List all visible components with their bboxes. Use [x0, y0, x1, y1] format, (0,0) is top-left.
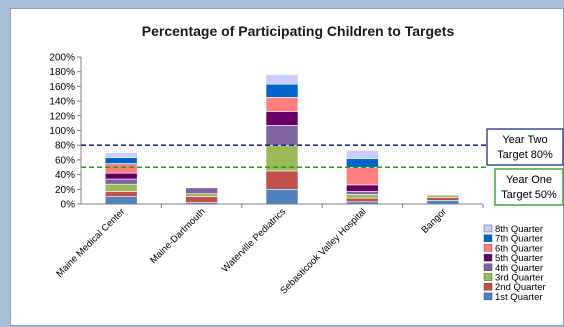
bar-segment [104, 183, 138, 192]
y-tick-label: 40% [55, 170, 75, 181]
bar-segment [265, 189, 299, 205]
bar-segment [104, 196, 138, 205]
legend-label: 3rd Quarter [495, 273, 544, 284]
bar-segment [346, 194, 379, 199]
bars [104, 74, 460, 205]
bar-segment [426, 200, 460, 205]
bar-segment [104, 191, 138, 197]
x-axis: Maine Medical Center Maine-Dartmouth Water… [54, 203, 484, 297]
y-tick-label: 0% [61, 200, 76, 211]
bar-segment [185, 193, 218, 197]
legend-label: 7th Quarter [495, 234, 543, 245]
bar-segment [426, 197, 460, 201]
legend-label: 8th Quarter [495, 224, 543, 235]
y-tick-label: 80% [55, 141, 75, 152]
target-label-box [486, 128, 564, 166]
bar-segment [346, 150, 379, 159]
target-label-text: Target 80% [497, 149, 553, 161]
target-label-text: Target 50% [501, 189, 557, 201]
bar-segment [346, 197, 379, 203]
legend-swatch [483, 234, 493, 242]
y-tick-label: 160% [49, 82, 75, 93]
bar-segment [185, 187, 218, 195]
x-tick-label: Bangor [419, 206, 448, 235]
legend-swatch [483, 244, 493, 252]
bar-segment [104, 152, 138, 158]
bar-segment [185, 196, 218, 203]
bar-segment [346, 191, 379, 195]
legend-label: 1st Quarter [495, 292, 543, 303]
bar-segment [426, 194, 460, 198]
y-tick-label: 20% [55, 185, 75, 196]
legend-swatch [483, 292, 493, 301]
legend-swatch [483, 283, 493, 291]
y-tick-label: 60% [55, 155, 75, 166]
bar-segment [346, 166, 379, 186]
legend-swatch [483, 224, 493, 233]
bar-segment [104, 178, 138, 185]
x-tick-label: Waterville Pediatrics [220, 206, 289, 275]
legend-label: 6th Quarter [495, 243, 543, 254]
y-axis: 0% 20% 40% 60% 80% 100% 120% 140% 160% 180% 200% [49, 53, 82, 211]
bar-segment [104, 163, 138, 174]
bar-segment [104, 157, 138, 164]
x-tick-label: Sebasticook Valley Hospital [278, 206, 368, 296]
target-label-text: Year Two [502, 134, 547, 146]
bar-segment [104, 172, 138, 180]
legend-swatch [483, 253, 493, 262]
chart-frame: Percentage of Participating Children to … [10, 8, 564, 326]
bar-segment [265, 125, 299, 146]
legend-swatch [483, 263, 493, 272]
stacked-bar-chart: Percentage of Participating Children to … [49, 23, 564, 303]
legend-swatch [483, 273, 493, 281]
bar-segment [265, 74, 299, 85]
y-tick-label: 140% [49, 97, 75, 108]
legend-label: 5th Quarter [495, 253, 543, 264]
x-tick-label: Maine Medical Center [54, 206, 127, 279]
bar-segment [265, 111, 299, 126]
y-tick-label: 120% [49, 111, 75, 122]
target-label-text: Year One [506, 174, 552, 186]
y-tick-label: 180% [49, 67, 75, 78]
chart-title: Percentage of Participating Children to … [142, 23, 455, 39]
target-label-box [494, 168, 564, 206]
x-tick-label: Maine-Dartmouth [148, 206, 208, 266]
bar-segment [265, 83, 299, 98]
legend-label: 4th Quarter [495, 263, 543, 274]
bar-segment [265, 170, 299, 190]
y-tick-label: 100% [49, 126, 75, 137]
bar-segment [265, 97, 299, 112]
legend-label: 2nd Quarter [495, 282, 546, 293]
target-lines: Year Two Target 80% Year One Target 50% [81, 128, 564, 206]
bar-segment [346, 158, 379, 168]
bar-segment [346, 184, 379, 192]
y-tick-label: 200% [49, 53, 75, 64]
